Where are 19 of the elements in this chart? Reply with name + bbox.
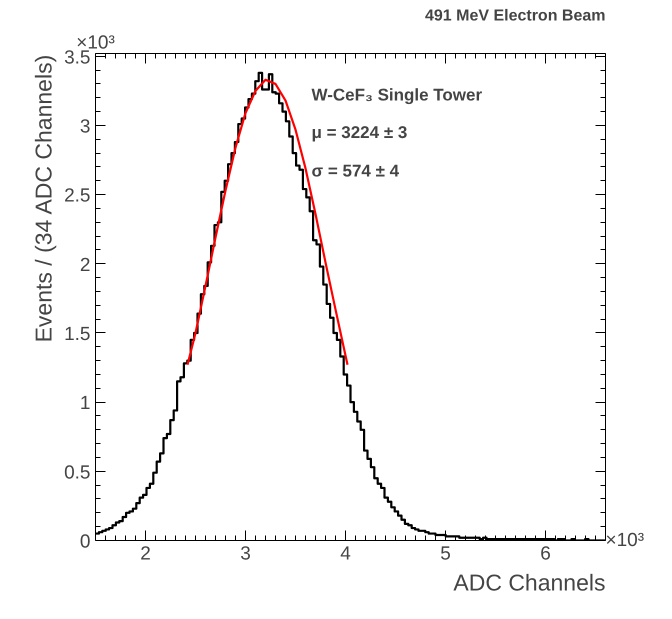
y-tick-label: 3 — [80, 116, 91, 138]
y-tick-label: 2.5 — [64, 186, 91, 207]
annotation: μ = 3224 ± 3 — [312, 122, 408, 142]
x-tick-label: 5 — [440, 544, 451, 564]
annotation: ×10³ — [606, 530, 644, 551]
annotation: σ = 574 ± 4 — [312, 162, 400, 181]
y-tick-label: 1.5 — [64, 324, 91, 345]
x-tick-label: 2 — [140, 544, 151, 564]
y-tick-label: 0 — [80, 532, 91, 552]
y-tick-label: 1 — [80, 393, 91, 414]
chart-title: 491 MeV Electron Beam — [424, 8, 606, 24]
x-tick-label: 6 — [540, 544, 551, 564]
annotation: W-CeF₃ Single Tower — [312, 86, 482, 105]
x-axis-title: ADC Channels — [453, 570, 606, 596]
x-tick-label: 4 — [340, 544, 352, 564]
x-tick-label: 3 — [240, 544, 251, 564]
y-tick-label: 0.5 — [64, 462, 91, 484]
y-axis-title: Events / (34 ADC Channels) — [30, 54, 56, 342]
y-tick-label: 2 — [80, 254, 91, 276]
